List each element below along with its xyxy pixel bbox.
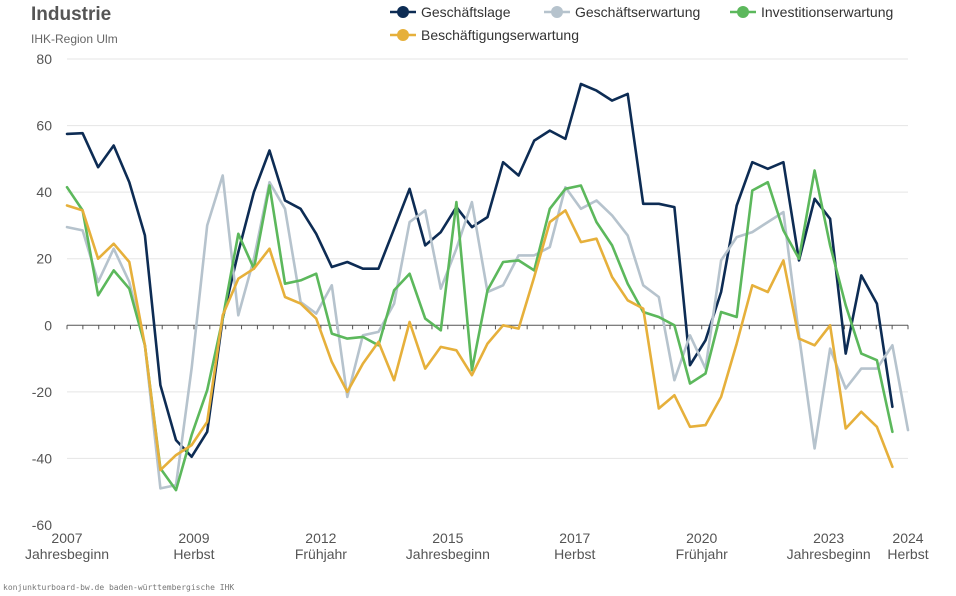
legend-item: Geschäftslage xyxy=(390,4,511,20)
footer-credit: konjunkturboard-bw.de baden-württembergi… xyxy=(3,583,234,592)
legend-marker xyxy=(551,6,563,18)
x-tick-season: Herbst xyxy=(887,546,928,562)
x-tick-season: Frühjahr xyxy=(676,546,728,562)
x-tick-year: 2017 xyxy=(559,530,590,546)
x-tick-season: Herbst xyxy=(554,546,595,562)
plot-area xyxy=(65,82,910,492)
x-tick-year: 2009 xyxy=(178,530,209,546)
y-tick-label: -40 xyxy=(32,450,52,466)
legend-marker xyxy=(397,6,409,18)
x-tick-year: 2024 xyxy=(892,530,923,546)
legend-marker xyxy=(737,6,749,18)
x-tick-season: Jahresbeginn xyxy=(406,546,490,562)
y-tick-label: 20 xyxy=(36,251,52,267)
x-tick-year: 2023 xyxy=(813,530,844,546)
gridlines xyxy=(67,58,908,459)
y-tick-label: -60 xyxy=(32,517,52,533)
y-tick-label: 80 xyxy=(36,51,52,67)
legend-label: Geschäftslage xyxy=(421,4,511,20)
legend-label: Geschäftserwartung xyxy=(575,4,700,20)
y-tick-label: -20 xyxy=(32,384,52,400)
y-tick-label: 60 xyxy=(36,118,52,134)
series-line xyxy=(65,82,894,459)
x-tick-season: Frühjahr xyxy=(295,546,347,562)
y-axis: -60 -40 -20 0 20 40 60 80 xyxy=(32,51,52,533)
y-tick-label: 0 xyxy=(44,317,52,333)
legend: Geschäftslage Geschäftserwartung Investiti… xyxy=(390,4,893,43)
legend-label: Investitionserwartung xyxy=(761,4,893,20)
legend-label: Beschäftigungserwartung xyxy=(421,27,579,43)
x-axis: 2007Jahresbeginn2009Herbst2012Frühjahr20… xyxy=(25,325,929,562)
legend-item: Beschäftigungserwartung xyxy=(390,27,579,43)
x-tick-year: 2015 xyxy=(432,530,463,546)
legend-item: Geschäftserwartung xyxy=(544,4,700,20)
x-tick-season: Jahresbeginn xyxy=(787,546,871,562)
x-tick-year: 2020 xyxy=(686,530,717,546)
x-tick-year: 2007 xyxy=(51,530,82,546)
legend-item: Investitionserwartung xyxy=(730,4,893,20)
y-tick-label: 40 xyxy=(36,184,52,200)
x-tick-year: 2012 xyxy=(305,530,336,546)
chart-title: Industrie xyxy=(31,4,111,25)
series-line xyxy=(65,169,894,492)
series-line xyxy=(65,204,894,472)
x-tick-season: Herbst xyxy=(173,546,214,562)
legend-marker xyxy=(397,29,409,41)
chart-subtitle: IHK-Region Ulm xyxy=(31,32,118,46)
x-tick-season: Jahresbeginn xyxy=(25,546,109,562)
